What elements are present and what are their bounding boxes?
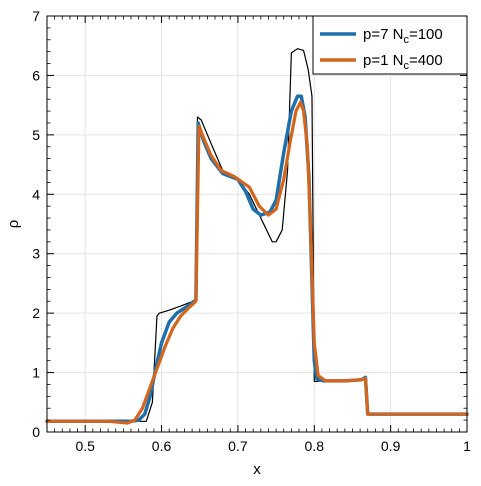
legend-entry-p7: p=7 Nc=100 — [363, 26, 443, 46]
y-tick-label: 6 — [32, 67, 40, 83]
legend-entry-p1-suffix: =400 — [409, 52, 443, 69]
legend: p=7 Nc=100 p=1 Nc=400 — [312, 15, 468, 75]
legend-box — [312, 15, 468, 75]
y-tick-label: 1 — [32, 365, 40, 381]
y-axis-label: ρ — [5, 220, 22, 229]
legend-entry-p1: p=1 Nc=400 — [363, 52, 443, 72]
x-tick-label: 0.5 — [75, 438, 95, 454]
y-tick-label: 2 — [32, 305, 40, 321]
grid — [47, 15, 468, 433]
series-lines — [45, 48, 469, 425]
x-tick-label: 1 — [463, 438, 471, 454]
axis-ticks — [46, 15, 468, 433]
x-tick-label: 0.7 — [228, 438, 248, 454]
x-tick-label: 0.8 — [305, 438, 325, 454]
legend-entry-p1-sub: c — [403, 60, 409, 72]
y-tick-label: 3 — [32, 246, 40, 262]
legend-entry-p7-suffix: =100 — [409, 26, 443, 43]
series-line-p1 — [45, 100, 469, 425]
y-tick-label: 7 — [32, 8, 40, 24]
plot-frame — [46, 15, 468, 433]
tick-labels: 0.5 0.6 0.7 0.8 0.9 1 0 1 2 3 4 5 6 7 — [32, 8, 471, 454]
y-tick-label: 4 — [32, 186, 40, 202]
y-tick-label: 0 — [32, 424, 40, 440]
x-tick-label: 0.6 — [152, 438, 172, 454]
legend-entry-p1-name: p=1 N — [363, 52, 403, 69]
series-line-reference — [46, 48, 468, 422]
legend-entry-p7-sub: c — [403, 34, 409, 46]
x-axis-label: x — [253, 461, 261, 478]
y-tick-label: 5 — [32, 127, 40, 143]
legend-entry-p7-name: p=7 N — [363, 26, 403, 43]
x-tick-label: 0.9 — [381, 438, 401, 454]
